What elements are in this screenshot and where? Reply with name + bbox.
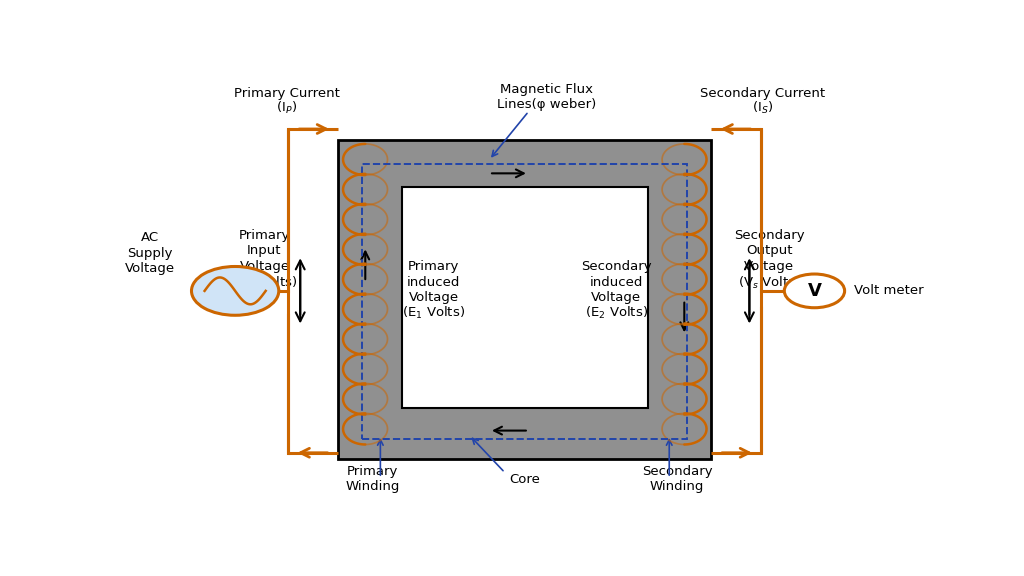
Text: Primary: Primary — [347, 465, 398, 478]
Text: (V$_s$ Volts): (V$_s$ Volts) — [738, 275, 801, 291]
Text: (E$_2$ Volts): (E$_2$ Volts) — [585, 305, 647, 321]
Text: Primary: Primary — [408, 260, 459, 273]
Text: (E$_1$ Volts): (E$_1$ Volts) — [402, 305, 465, 321]
Text: Voltage: Voltage — [591, 291, 641, 304]
Text: Winding: Winding — [345, 480, 399, 494]
Text: Voltage: Voltage — [125, 262, 175, 275]
Text: (V$_{in}$ Volts): (V$_{in}$ Volts) — [231, 275, 298, 291]
Text: Secondary: Secondary — [734, 229, 805, 242]
Text: (I$_S$): (I$_S$) — [753, 100, 773, 116]
Bar — [362, 165, 687, 439]
Text: Input: Input — [247, 244, 282, 257]
Text: Lines(φ weber): Lines(φ weber) — [497, 98, 596, 111]
Text: Volt meter: Volt meter — [854, 285, 924, 297]
Text: Output: Output — [745, 244, 793, 257]
Text: Secondary: Secondary — [581, 260, 651, 273]
Text: AC: AC — [141, 231, 160, 244]
Text: Supply: Supply — [127, 247, 173, 260]
Circle shape — [784, 274, 845, 308]
Text: Primary Current: Primary Current — [233, 87, 340, 100]
Text: Primary: Primary — [239, 229, 290, 242]
Bar — [338, 140, 712, 460]
Text: (I$_P$): (I$_P$) — [276, 100, 297, 116]
Text: Voltage: Voltage — [744, 260, 795, 273]
Text: Magnetic Flux: Magnetic Flux — [500, 82, 593, 96]
Text: Winding: Winding — [650, 480, 705, 494]
Circle shape — [191, 267, 279, 315]
Bar — [401, 187, 648, 408]
Text: V: V — [808, 282, 821, 300]
Text: Secondary: Secondary — [642, 465, 713, 478]
Text: Voltage: Voltage — [409, 291, 459, 304]
Text: Voltage: Voltage — [240, 260, 290, 273]
Text: Secondary Current: Secondary Current — [700, 87, 825, 100]
Text: induced: induced — [590, 275, 643, 289]
Text: induced: induced — [407, 275, 460, 289]
Text: Core: Core — [509, 473, 541, 486]
